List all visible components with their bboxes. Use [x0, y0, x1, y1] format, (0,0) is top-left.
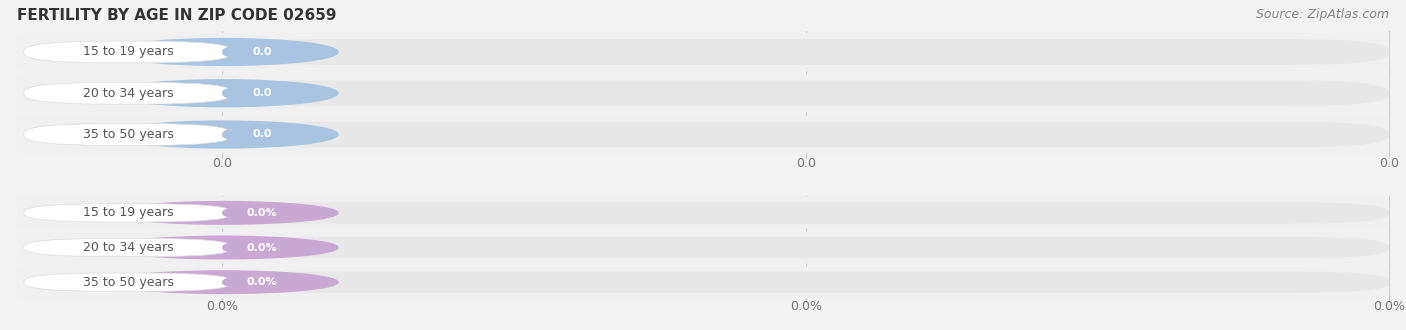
- Text: 35 to 50 years: 35 to 50 years: [83, 276, 173, 289]
- FancyBboxPatch shape: [222, 237, 1389, 258]
- Text: 0.0: 0.0: [253, 47, 271, 57]
- Text: 35 to 50 years: 35 to 50 years: [83, 128, 173, 141]
- FancyBboxPatch shape: [17, 74, 1389, 112]
- FancyBboxPatch shape: [24, 82, 232, 104]
- FancyBboxPatch shape: [222, 122, 1389, 147]
- Text: 0.0: 0.0: [253, 88, 271, 98]
- FancyBboxPatch shape: [24, 273, 232, 291]
- Text: 0.0%: 0.0%: [247, 243, 277, 252]
- Text: 0.0: 0.0: [1379, 157, 1399, 170]
- Circle shape: [110, 271, 337, 293]
- Text: 15 to 19 years: 15 to 19 years: [83, 46, 173, 58]
- FancyBboxPatch shape: [222, 205, 302, 221]
- Text: 0.0%: 0.0%: [247, 277, 277, 287]
- Circle shape: [110, 236, 337, 259]
- FancyBboxPatch shape: [222, 125, 302, 144]
- FancyBboxPatch shape: [222, 83, 302, 103]
- Circle shape: [110, 80, 337, 107]
- FancyBboxPatch shape: [24, 124, 232, 145]
- Text: 0.0%: 0.0%: [790, 300, 821, 313]
- FancyBboxPatch shape: [17, 197, 1389, 229]
- FancyBboxPatch shape: [17, 232, 1389, 263]
- Text: 15 to 19 years: 15 to 19 years: [83, 206, 173, 219]
- FancyBboxPatch shape: [17, 33, 1389, 71]
- FancyBboxPatch shape: [17, 266, 1389, 298]
- FancyBboxPatch shape: [222, 81, 1389, 106]
- Text: 0.0%: 0.0%: [247, 208, 277, 218]
- Text: 0.0: 0.0: [212, 157, 232, 170]
- Circle shape: [110, 202, 337, 224]
- FancyBboxPatch shape: [222, 39, 1389, 65]
- FancyBboxPatch shape: [17, 115, 1389, 153]
- Circle shape: [110, 39, 337, 65]
- Text: FERTILITY BY AGE IN ZIP CODE 02659: FERTILITY BY AGE IN ZIP CODE 02659: [17, 8, 336, 23]
- FancyBboxPatch shape: [222, 202, 1389, 224]
- Text: 0.0: 0.0: [253, 129, 271, 140]
- Text: 0.0: 0.0: [796, 157, 815, 170]
- Circle shape: [110, 121, 337, 148]
- Text: 0.0%: 0.0%: [207, 300, 238, 313]
- FancyBboxPatch shape: [24, 238, 232, 257]
- Text: 0.0%: 0.0%: [1374, 300, 1405, 313]
- FancyBboxPatch shape: [24, 41, 232, 63]
- FancyBboxPatch shape: [222, 240, 302, 256]
- FancyBboxPatch shape: [222, 42, 302, 62]
- FancyBboxPatch shape: [222, 272, 1389, 293]
- Text: 20 to 34 years: 20 to 34 years: [83, 241, 173, 254]
- FancyBboxPatch shape: [24, 204, 232, 222]
- Text: 20 to 34 years: 20 to 34 years: [83, 87, 173, 100]
- FancyBboxPatch shape: [222, 274, 302, 290]
- Text: Source: ZipAtlas.com: Source: ZipAtlas.com: [1256, 8, 1389, 21]
